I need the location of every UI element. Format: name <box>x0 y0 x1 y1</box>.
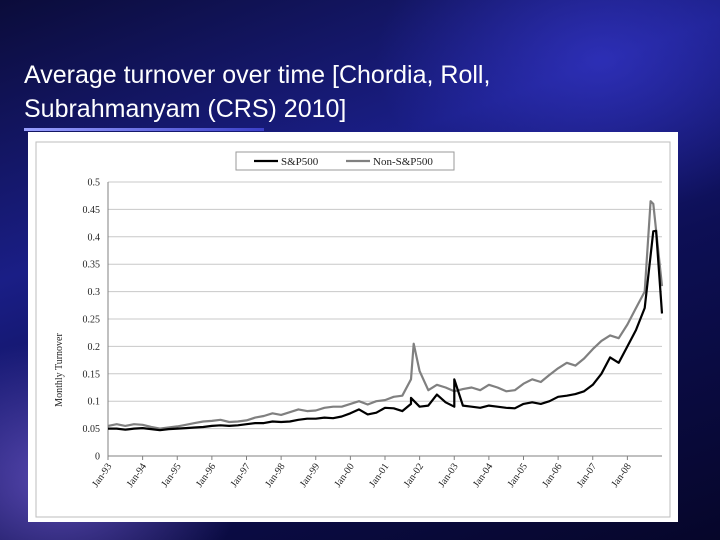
y-tick-label: 0.25 <box>83 315 101 326</box>
grid-layer <box>108 181 662 457</box>
y-tick-label: 0.3 <box>88 287 101 298</box>
legend-label-sp500: S&P500 <box>281 156 319 168</box>
legend: S&P500 Non-S&P500 <box>235 151 455 171</box>
series-line-non-sp500 <box>107 200 664 430</box>
legend-box <box>235 151 455 171</box>
y-tick-label: 0.1 <box>88 397 101 408</box>
y-tick-label: 0.2 <box>88 342 101 353</box>
chart-border <box>35 141 671 518</box>
y-tick-label: 0.15 <box>83 369 101 380</box>
y-tick-label: 0.35 <box>83 260 101 271</box>
chart-panel: 0 0.05 0.1 0.15 0.2 0.25 0.3 0.35 0.4 0.45 0.5 Jan-… <box>28 132 678 522</box>
slide-title: Average turnover over time [Chordia, Rol… <box>24 61 491 123</box>
y-tick-label: 0.5 <box>88 178 101 189</box>
series-line-sp500 <box>108 229 664 432</box>
y-axis-label: Monthly Turnover <box>54 333 65 407</box>
y-tick-label: 0 <box>95 452 100 463</box>
title-underline <box>24 128 264 131</box>
y-tick-label: 0.4 <box>88 232 101 243</box>
series-layer <box>107 200 664 432</box>
y-tick-label: 0.45 <box>83 205 101 216</box>
y-tick-label: 0.05 <box>83 424 101 435</box>
turnover-line-chart: 00.050.10.150.20.250.30.350.40.450.5Jan-… <box>35 141 671 518</box>
legend-label-non-sp500: Non-S&P500 <box>373 156 433 168</box>
